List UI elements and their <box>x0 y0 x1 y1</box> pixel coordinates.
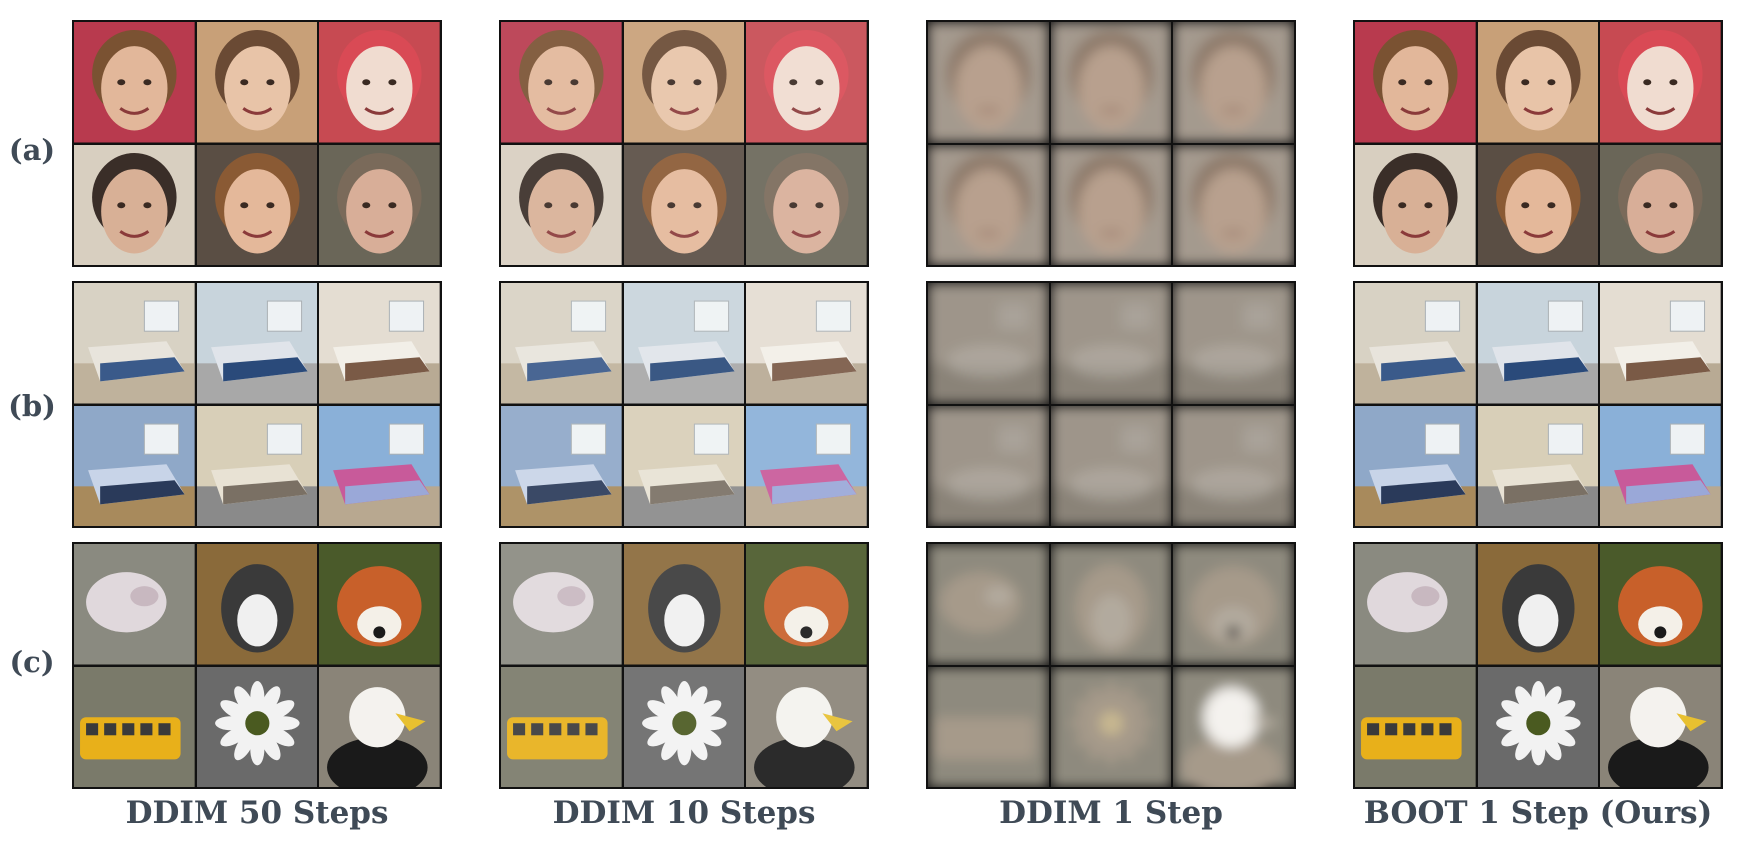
sample-image-faces-ddim-10-4 <box>501 144 622 265</box>
sample-image-imagenet-ddim-50-2 <box>196 544 318 665</box>
sample-image-bedrooms-ddim-10-6 <box>746 405 867 526</box>
sample-image-imagenet-boot-1-1 <box>1355 544 1476 665</box>
sample-image-imagenet-ddim-10-4 <box>501 666 622 787</box>
sample-image-faces-ddim-1-5 <box>1050 144 1172 265</box>
sample-image-bedrooms-boot-1-3 <box>1600 283 1721 404</box>
sample-image-imagenet-ddim-50-6 <box>319 666 440 787</box>
grid-imagenet-ddim-1 <box>926 542 1296 789</box>
column-label-ddim-50: DDIM 50 Steps <box>125 795 389 831</box>
sample-image-faces-boot-1-4 <box>1355 144 1476 265</box>
sample-image-imagenet-ddim-10-2 <box>623 544 745 665</box>
sample-image-imagenet-ddim-10-3 <box>746 544 867 665</box>
sample-image-imagenet-ddim-50-1 <box>74 544 195 665</box>
sample-image-faces-boot-1-2 <box>1477 22 1599 143</box>
sample-image-faces-ddim-50-3 <box>319 22 440 143</box>
sample-image-faces-ddim-50-4 <box>74 144 195 265</box>
sample-image-bedrooms-boot-1-4 <box>1355 405 1476 526</box>
sample-image-bedrooms-ddim-1-1 <box>928 283 1049 404</box>
grid-faces-ddim-1 <box>926 20 1296 267</box>
sample-image-bedrooms-ddim-1-3 <box>1173 283 1294 404</box>
sample-image-bedrooms-ddim-10-3 <box>746 283 867 404</box>
sample-image-imagenet-boot-1-4 <box>1355 666 1476 787</box>
sample-image-bedrooms-ddim-10-5 <box>623 405 745 526</box>
sample-image-bedrooms-ddim-1-4 <box>928 405 1049 526</box>
sample-image-bedrooms-ddim-1-2 <box>1050 283 1172 404</box>
sample-image-bedrooms-ddim-50-2 <box>196 283 318 404</box>
sample-image-faces-ddim-10-2 <box>623 22 745 143</box>
sample-image-bedrooms-ddim-50-4 <box>74 405 195 526</box>
sample-image-imagenet-ddim-50-3 <box>319 544 440 665</box>
sample-image-bedrooms-ddim-10-4 <box>501 405 622 526</box>
sample-image-bedrooms-boot-1-1 <box>1355 283 1476 404</box>
sample-image-faces-boot-1-6 <box>1600 144 1721 265</box>
sample-image-bedrooms-ddim-50-5 <box>196 405 318 526</box>
sample-image-imagenet-ddim-1-4 <box>928 666 1049 787</box>
sample-image-faces-ddim-1-1 <box>928 22 1049 143</box>
sample-image-bedrooms-boot-1-6 <box>1600 405 1721 526</box>
row-label-c: (c) <box>9 645 55 679</box>
sample-image-faces-ddim-1-6 <box>1173 144 1294 265</box>
row-label-a: (a) <box>8 133 56 167</box>
sample-image-imagenet-boot-1-5 <box>1477 666 1599 787</box>
sample-image-faces-boot-1-1 <box>1355 22 1476 143</box>
row-label-b: (b) <box>8 389 56 423</box>
sample-image-bedrooms-boot-1-5 <box>1477 405 1599 526</box>
grid-faces-boot-1 <box>1353 20 1723 267</box>
sample-image-faces-ddim-10-5 <box>623 144 745 265</box>
sample-image-imagenet-ddim-10-1 <box>501 544 622 665</box>
sample-image-faces-ddim-1-2 <box>1050 22 1172 143</box>
grid-bedrooms-ddim-1 <box>926 281 1296 528</box>
column-label-boot-1: BOOT 1 Step (Ours) <box>1363 795 1713 831</box>
sample-image-faces-boot-1-5 <box>1477 144 1599 265</box>
sample-image-faces-ddim-1-3 <box>1173 22 1294 143</box>
sample-image-bedrooms-ddim-50-6 <box>319 405 440 526</box>
sample-image-faces-ddim-10-6 <box>746 144 867 265</box>
sample-image-bedrooms-boot-1-2 <box>1477 283 1599 404</box>
sample-image-bedrooms-ddim-50-1 <box>74 283 195 404</box>
grid-imagenet-ddim-10 <box>499 542 869 789</box>
sample-image-faces-ddim-10-1 <box>501 22 622 143</box>
sample-image-bedrooms-ddim-1-5 <box>1050 405 1172 526</box>
sample-image-faces-ddim-50-6 <box>319 144 440 265</box>
sample-image-bedrooms-ddim-50-3 <box>319 283 440 404</box>
sample-image-imagenet-ddim-1-3 <box>1173 544 1294 665</box>
sample-image-imagenet-ddim-1-6 <box>1173 666 1294 787</box>
grid-imagenet-ddim-50 <box>72 542 442 789</box>
sample-image-faces-ddim-50-5 <box>196 144 318 265</box>
sample-image-imagenet-ddim-1-1 <box>928 544 1049 665</box>
grid-faces-ddim-50 <box>72 20 442 267</box>
sample-image-imagenet-ddim-50-4 <box>74 666 195 787</box>
sample-image-faces-ddim-10-3 <box>746 22 867 143</box>
sample-image-faces-ddim-50-1 <box>74 22 195 143</box>
grid-bedrooms-boot-1 <box>1353 281 1723 528</box>
grid-bedrooms-ddim-50 <box>72 281 442 528</box>
sample-image-faces-ddim-50-2 <box>196 22 318 143</box>
grid-imagenet-boot-1 <box>1353 542 1723 789</box>
sample-image-imagenet-ddim-1-2 <box>1050 544 1172 665</box>
sample-image-faces-ddim-1-4 <box>928 144 1049 265</box>
sample-image-bedrooms-ddim-1-6 <box>1173 405 1294 526</box>
sample-image-bedrooms-ddim-10-2 <box>623 283 745 404</box>
column-label-ddim-1: DDIM 1 Step <box>999 795 1223 831</box>
sample-image-imagenet-boot-1-3 <box>1600 544 1721 665</box>
sample-image-imagenet-ddim-10-6 <box>746 666 867 787</box>
sample-image-imagenet-ddim-10-5 <box>623 666 745 787</box>
sample-image-imagenet-boot-1-2 <box>1477 544 1599 665</box>
sample-image-imagenet-ddim-1-5 <box>1050 666 1172 787</box>
sample-image-faces-boot-1-3 <box>1600 22 1721 143</box>
column-label-ddim-10: DDIM 10 Steps <box>552 795 816 831</box>
sample-image-bedrooms-ddim-10-1 <box>501 283 622 404</box>
sample-image-imagenet-ddim-50-5 <box>196 666 318 787</box>
grid-bedrooms-ddim-10 <box>499 281 869 528</box>
grid-faces-ddim-10 <box>499 20 869 267</box>
sample-image-imagenet-boot-1-6 <box>1600 666 1721 787</box>
